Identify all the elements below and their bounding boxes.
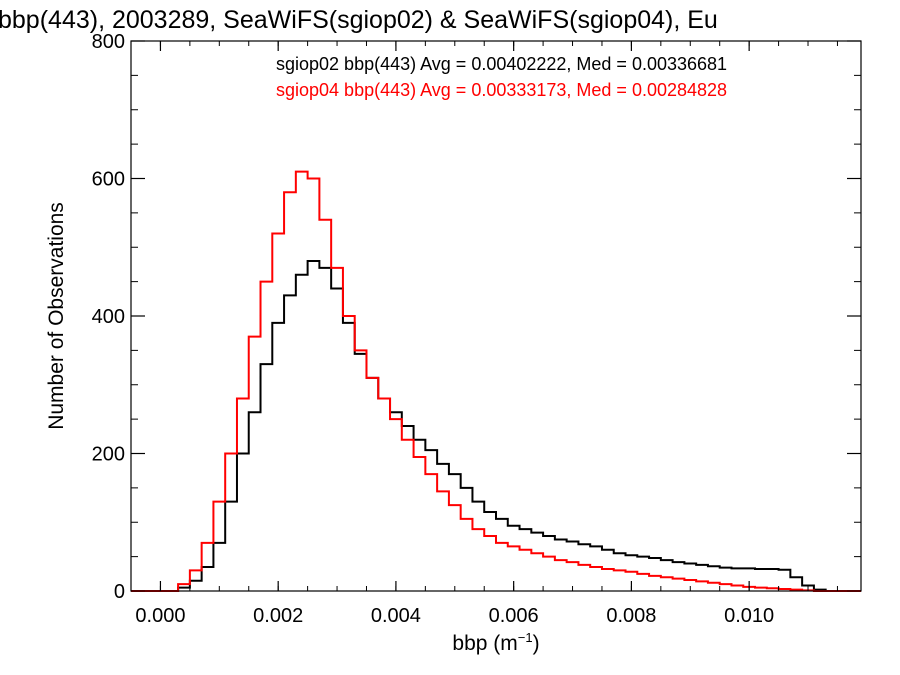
x-axis-label-main: bbp (m xyxy=(452,632,517,655)
plot-frame xyxy=(130,40,862,592)
series-layer xyxy=(131,170,861,592)
y-tick-label: 600 xyxy=(92,169,125,191)
y-tick-label: 0 xyxy=(114,581,125,603)
x-axis-label-superscript: −1 xyxy=(518,630,533,645)
y-tick-label: 200 xyxy=(92,444,125,466)
annotation-sgiop04: sgiop04 bbp(443) Avg = 0.00333173, Med =… xyxy=(276,80,727,100)
x-axis-label: bbp (m−1) xyxy=(452,630,539,655)
annotation-sgiop02: sgiop02 bbp(443) Avg = 0.00402222, Med =… xyxy=(276,54,727,74)
histogram-series-0 xyxy=(131,260,861,592)
histogram-series-1 xyxy=(131,170,861,592)
x-tick-label: 0.010 xyxy=(724,605,774,627)
x-tick-label: 0.000 xyxy=(135,605,185,627)
y-tick-label: 800 xyxy=(92,31,125,53)
y-axis-label: Number of Observations xyxy=(45,202,68,430)
chart-title: bbp(443), 2003289, SeaWiFS(sgiop02) & Se… xyxy=(0,6,718,34)
tick-layer: 0.000 0.002 0.004 0.006 0.008 0.010 0 200 400 600… xyxy=(92,31,861,627)
y-tick-label: 400 xyxy=(92,306,125,328)
x-tick-label: 0.008 xyxy=(606,605,656,627)
x-axis-label-tail: ) xyxy=(533,632,540,655)
x-tick-label: 0.006 xyxy=(489,605,539,627)
x-tick-label: 0.002 xyxy=(253,605,303,627)
x-tick-label: 0.004 xyxy=(371,605,421,627)
